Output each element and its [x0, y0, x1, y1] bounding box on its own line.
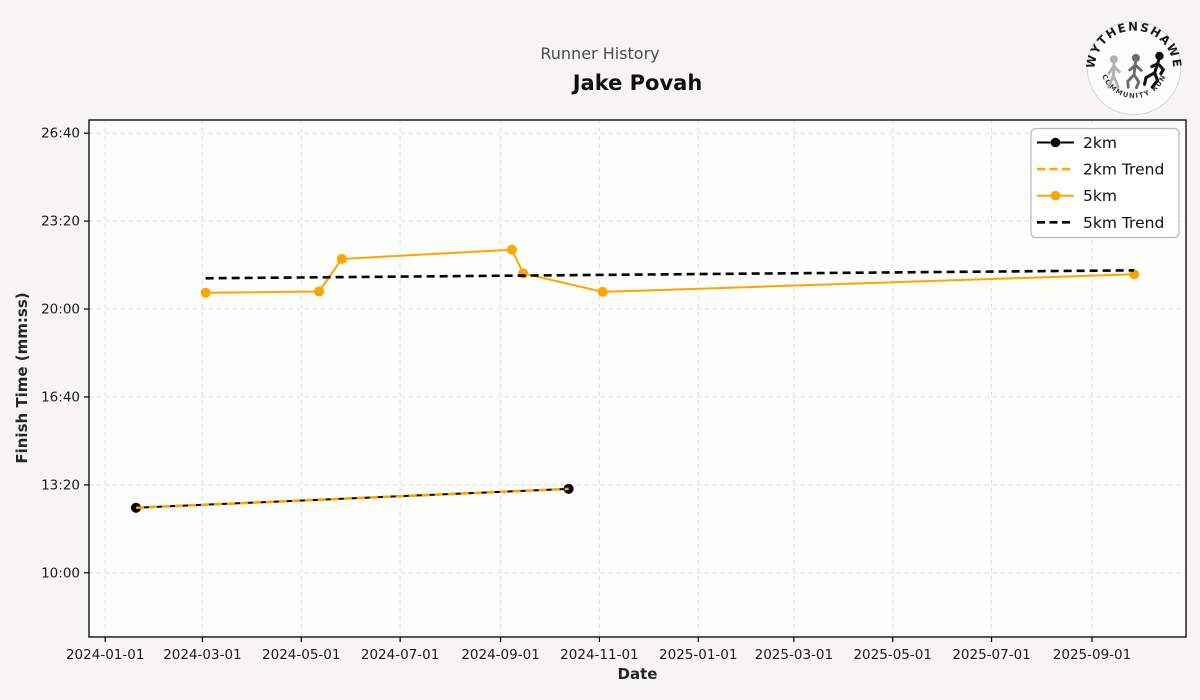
- axes-background: [89, 120, 1186, 637]
- jogger-icon: [1126, 53, 1143, 90]
- x-tick-label: 2024-05-01: [262, 647, 340, 663]
- y-tick-label: 16:40: [41, 389, 80, 405]
- x-tick-label: 2024-01-01: [66, 647, 144, 663]
- legend-marker: [1050, 190, 1061, 201]
- legend: 2km 2km Trend 5km 5km Trend: [1030, 127, 1180, 239]
- y-tick-label: 13:20: [41, 477, 80, 493]
- data-point-5km: [200, 287, 211, 298]
- y-tick-label: 20:00: [41, 302, 80, 318]
- data-point-5km: [597, 286, 608, 297]
- y-tick-label: 10:00: [41, 565, 80, 581]
- data-point-5km: [506, 244, 517, 255]
- walker-icon: [1107, 55, 1121, 89]
- y-tick-label: 26:40: [41, 126, 80, 142]
- data-point-5km: [314, 286, 325, 297]
- x-axis-label: Date: [617, 665, 658, 683]
- chart-title: Jake Povah: [572, 71, 703, 95]
- data-point-5km: [518, 268, 529, 279]
- x-tick-label: 2025-07-01: [952, 647, 1030, 663]
- x-tick-label: 2025-03-01: [755, 647, 833, 663]
- legend-label: 5km Trend: [1083, 214, 1164, 232]
- x-tick-label: 2024-09-01: [461, 647, 539, 663]
- series-line-5km-trend: [205, 269, 1135, 280]
- x-tick-label: 2024-11-01: [560, 647, 638, 663]
- legend-label: 2km: [1083, 134, 1117, 152]
- axes-frame: [88, 119, 1187, 638]
- axis-ticks: 2024-01-01 2024-03-01 2024-05-01 2024-07-01…: [41, 126, 1131, 663]
- series-line-2km-trend: [135, 487, 569, 510]
- sprinter-icon: [1143, 51, 1166, 89]
- wythenshawe-community-run-logo: WYTHENSHAWE COMMUNITY RUN: [1086, 20, 1182, 116]
- chart-subtitle: Runner History: [540, 44, 660, 63]
- x-tick-label: 2025-01-01: [659, 647, 737, 663]
- data-point-5km: [1129, 269, 1140, 280]
- x-tick-label: 2025-09-01: [1053, 647, 1131, 663]
- y-tick-label: 23:20: [41, 214, 80, 230]
- x-tick-label: 2024-07-01: [361, 647, 439, 663]
- x-tick-label: 2024-03-01: [163, 647, 241, 663]
- gridlines: [89, 120, 1186, 637]
- data-point-5km: [336, 253, 347, 264]
- legend-box: [1030, 127, 1180, 239]
- data-series: [130, 244, 1140, 513]
- legend-label: 5km: [1083, 187, 1117, 205]
- legend-marker: [1050, 137, 1061, 148]
- x-tick-label: 2025-05-01: [853, 647, 931, 663]
- legend-label: 2km Trend: [1083, 161, 1164, 179]
